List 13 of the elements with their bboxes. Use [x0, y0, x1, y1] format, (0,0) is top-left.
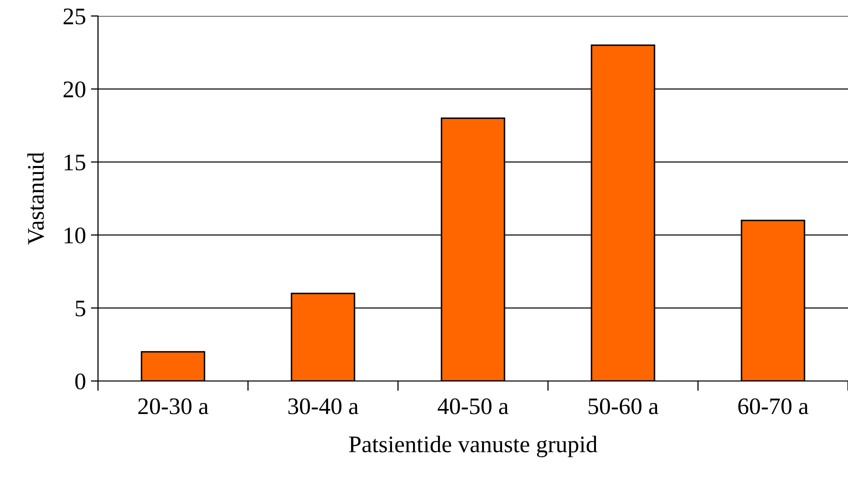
x-tick-label: 30-40 a: [288, 398, 358, 414]
x-tick-label: 20-30 a: [138, 398, 208, 414]
y-tick-label: 20: [64, 81, 86, 98]
x-axis-title: Patsientide vanuste grupid: [349, 436, 598, 458]
x-tick-label: 40-50 a: [438, 398, 508, 414]
y-tick-label: 25: [64, 8, 86, 24]
y-tick-label: 15: [64, 154, 86, 170]
y-tick-label: 0: [75, 373, 86, 390]
y-tick-label: 5: [76, 300, 86, 316]
x-tick-label: 50-60 a: [588, 398, 658, 414]
x-tick-label: 60-70 a: [738, 398, 808, 414]
y-tick-label: 10: [64, 227, 86, 244]
y-axis-title: Vastanuid: [27, 152, 44, 245]
